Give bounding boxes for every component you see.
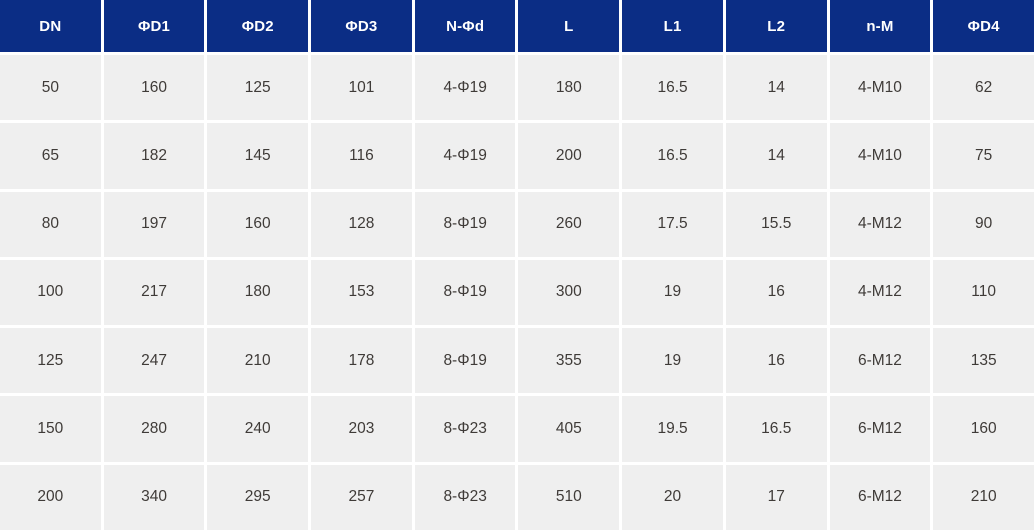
table-cell: 247 xyxy=(103,328,205,394)
table-cell: 16.5 xyxy=(622,123,723,189)
table-cell: 150 xyxy=(0,396,101,462)
table-cell: 135 xyxy=(933,328,1034,394)
table-cell: 125 xyxy=(207,55,309,121)
table-cell: 4-M12 xyxy=(829,259,931,326)
table-cell: 62 xyxy=(933,55,1034,121)
table-cell: 240 xyxy=(207,396,309,462)
header-cell-φd1: ΦD1 xyxy=(103,0,205,52)
table-cell: 6-M12 xyxy=(829,328,931,394)
table-cell: 160 xyxy=(207,191,309,257)
header-cell-l1: L1 xyxy=(622,0,723,52)
table-cell: 6-M12 xyxy=(829,464,931,530)
table-cell: 116 xyxy=(311,123,412,189)
table-cell: 19 xyxy=(622,328,723,394)
table-cell: 128 xyxy=(311,191,412,257)
header-cell-n-m: n-M xyxy=(829,0,931,52)
table-cell: 210 xyxy=(207,328,309,394)
table-cell: 16 xyxy=(725,259,827,326)
table-cell: 4-Φ19 xyxy=(414,55,516,121)
header-cell-l: L xyxy=(518,0,620,52)
table-cell: 160 xyxy=(933,396,1034,462)
table-cell: 300 xyxy=(518,259,620,326)
table-cell: 197 xyxy=(103,191,205,257)
table-cell: 80 xyxy=(0,191,101,257)
table-cell: 178 xyxy=(311,328,412,394)
table-cell: 160 xyxy=(103,55,205,121)
table-cell: 4-Φ19 xyxy=(414,123,516,189)
table-cell: 19 xyxy=(622,259,723,326)
header-cell-n-φd: N-Φd xyxy=(414,0,516,52)
table-cell: 20 xyxy=(622,464,723,530)
table-cell: 180 xyxy=(518,55,620,121)
table-cell: 125 xyxy=(0,328,101,394)
header-cell-φd4: ΦD4 xyxy=(933,0,1034,52)
header-cell-φd2: ΦD2 xyxy=(207,0,309,52)
table-cell: 257 xyxy=(311,464,412,530)
table-cell: 182 xyxy=(103,123,205,189)
table-cell: 153 xyxy=(311,259,412,326)
table-cell: 217 xyxy=(103,259,205,326)
table-cell: 210 xyxy=(933,464,1034,530)
table-cell: 405 xyxy=(518,396,620,462)
table-cell: 16.5 xyxy=(725,396,827,462)
table-cell: 203 xyxy=(311,396,412,462)
table-cell: 145 xyxy=(207,123,309,189)
table-cell: 295 xyxy=(207,464,309,530)
header-cell-l2: L2 xyxy=(725,0,827,52)
table-cell: 4-M12 xyxy=(829,191,931,257)
table-cell: 50 xyxy=(0,55,101,121)
table-cell: 280 xyxy=(103,396,205,462)
table-cell: 8-Φ23 xyxy=(414,464,516,530)
header-cell-dn: DN xyxy=(0,0,101,52)
table-cell: 17 xyxy=(725,464,827,530)
table-cell: 110 xyxy=(933,259,1034,326)
table-cell: 180 xyxy=(207,259,309,326)
table-cell: 355 xyxy=(518,328,620,394)
table-cell: 8-Φ19 xyxy=(414,259,516,326)
table-cell: 200 xyxy=(518,123,620,189)
table-cell: 340 xyxy=(103,464,205,530)
table-cell: 101 xyxy=(311,55,412,121)
header-cell-φd3: ΦD3 xyxy=(311,0,412,52)
table-cell: 8-Φ19 xyxy=(414,328,516,394)
table-cell: 260 xyxy=(518,191,620,257)
table-cell: 17.5 xyxy=(622,191,723,257)
table-cell: 200 xyxy=(0,464,101,530)
table-cell: 75 xyxy=(933,123,1034,189)
table-cell: 510 xyxy=(518,464,620,530)
table-cell: 16.5 xyxy=(622,55,723,121)
table-cell: 65 xyxy=(0,123,101,189)
table-cell: 15.5 xyxy=(725,191,827,257)
table-cell: 90 xyxy=(933,191,1034,257)
table-cell: 6-M12 xyxy=(829,396,931,462)
table-cell: 16 xyxy=(725,328,827,394)
table-cell: 4-M10 xyxy=(829,123,931,189)
table-cell: 8-Φ23 xyxy=(414,396,516,462)
table-cell: 4-M10 xyxy=(829,55,931,121)
table-cell: 14 xyxy=(725,123,827,189)
table-cell: 100 xyxy=(0,259,101,326)
table-cell: 14 xyxy=(725,55,827,121)
table-cell: 19.5 xyxy=(622,396,723,462)
table-cell: 8-Φ19 xyxy=(414,191,516,257)
